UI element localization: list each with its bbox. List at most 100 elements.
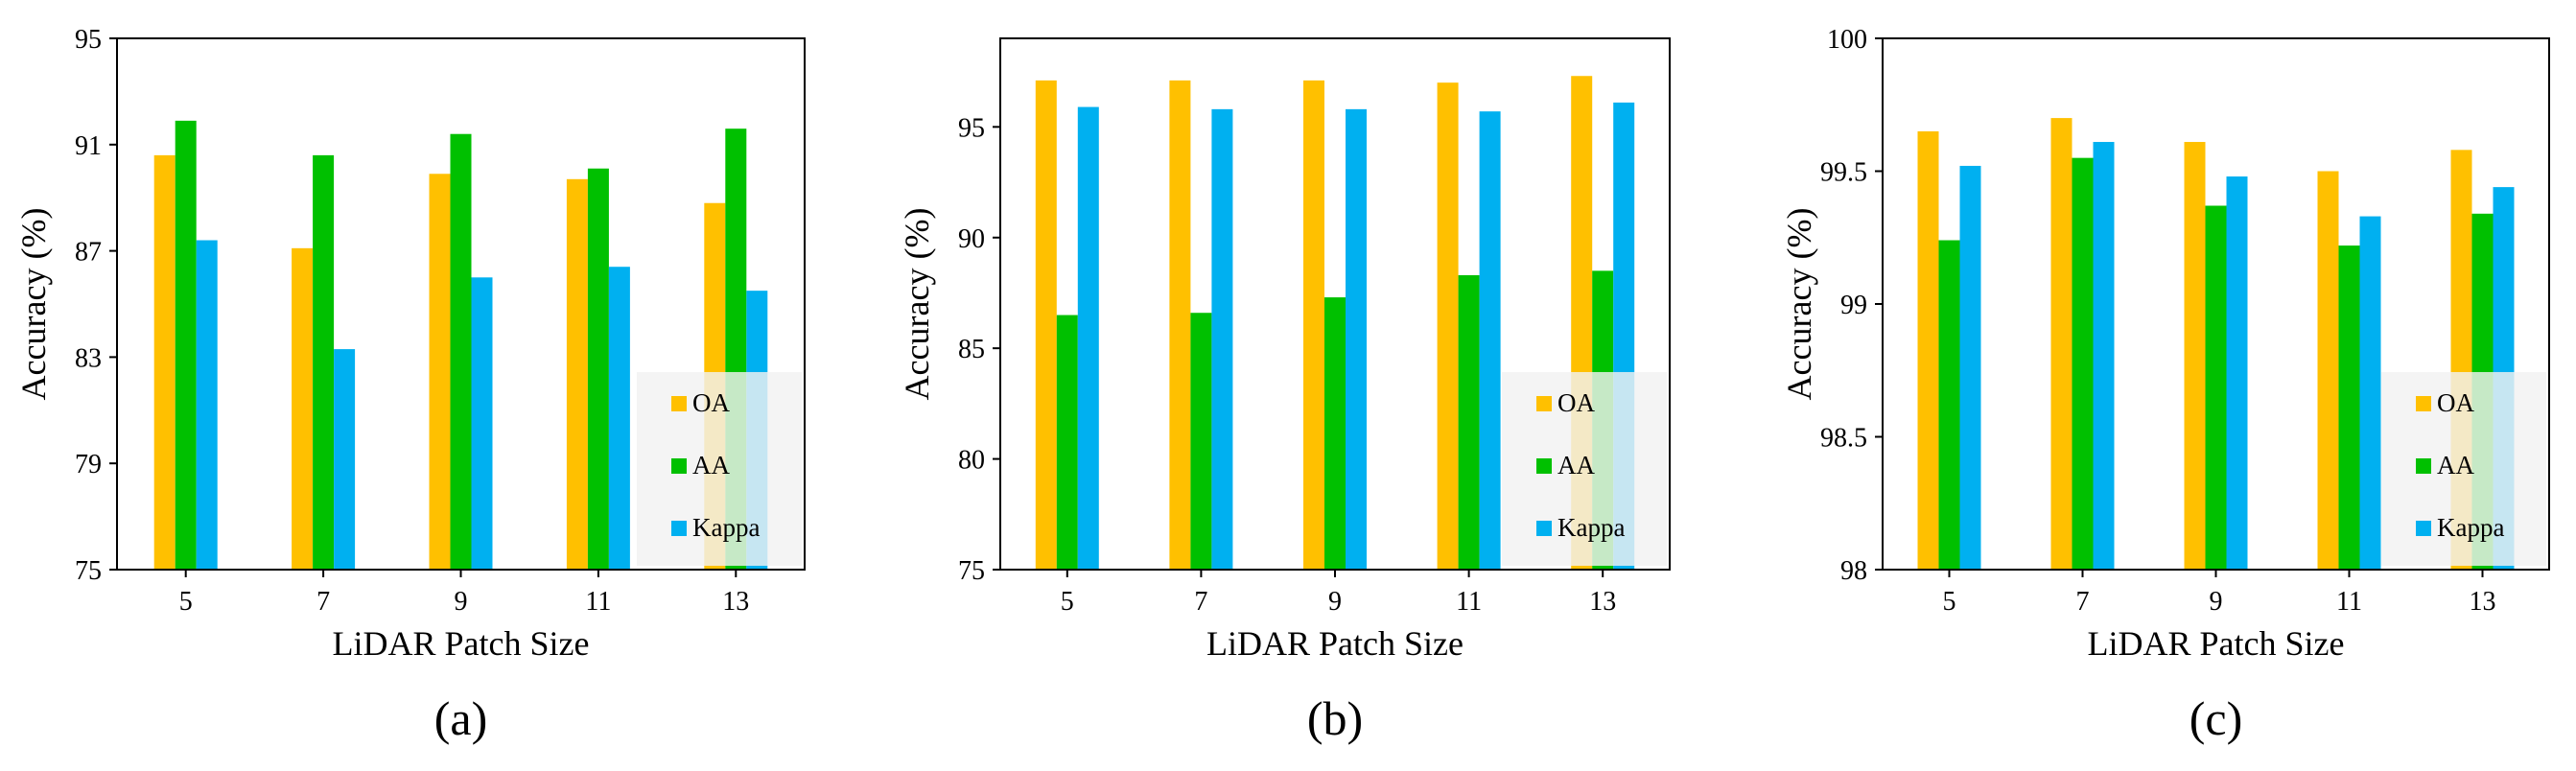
y-tick-label: 75 xyxy=(958,556,985,586)
bar-aa xyxy=(313,154,335,570)
legend-label-oa: OA xyxy=(2437,388,2474,417)
y-tick-label: 90 xyxy=(958,224,985,254)
y-tick-label: 85 xyxy=(958,335,985,364)
bar-oa xyxy=(1303,80,1324,570)
x-tick-label: 7 xyxy=(316,587,330,617)
bar-oa xyxy=(292,247,314,570)
legend-label-kappa: Kappa xyxy=(2437,513,2504,542)
x-tick-label: 11 xyxy=(1456,587,1482,617)
x-tick-label: 9 xyxy=(455,587,468,617)
chart-panel: OA AA Kappa 98 98.5 99 99.5 100 5 7 9 11 13 LiDAR Pat… xyxy=(1780,25,2550,745)
legend-label-aa: AA xyxy=(692,451,730,479)
y-tick-label: 100 xyxy=(1827,25,1867,55)
legend-label-aa: AA xyxy=(1557,451,1595,479)
bar-aa xyxy=(587,168,609,571)
legend-swatch-kappa xyxy=(2416,521,2431,536)
legend-swatch-oa xyxy=(2416,396,2431,411)
y-tick-label: 79 xyxy=(75,450,102,479)
y-tick-label: 91 xyxy=(75,131,102,161)
bar-oa xyxy=(2184,142,2206,570)
y-axis-label: Accuracy (%) xyxy=(14,208,53,401)
bar-oa xyxy=(1169,80,1191,570)
legend-box xyxy=(637,372,802,566)
y-tick-label: 95 xyxy=(958,113,985,143)
x-tick-label: 11 xyxy=(585,587,611,617)
legend-swatch-aa xyxy=(2416,458,2431,474)
x-tick-label: 13 xyxy=(2470,587,2496,617)
bar-kappa xyxy=(608,267,630,570)
bar-oa xyxy=(153,154,176,570)
bar-aa xyxy=(1938,240,1960,570)
bar-oa xyxy=(1917,130,1939,570)
legend-label-oa: OA xyxy=(1557,388,1595,417)
x-axis-label: LiDAR Patch Size xyxy=(1206,624,1464,663)
bar-aa xyxy=(2072,157,2094,570)
legend-swatch-kappa xyxy=(1536,521,1552,536)
bar-aa xyxy=(450,133,472,570)
x-tick-label: 5 xyxy=(1943,587,1956,617)
bar-oa xyxy=(2050,118,2073,570)
bar-oa xyxy=(429,174,451,570)
bar-kappa xyxy=(1479,111,1501,571)
x-tick-label: 7 xyxy=(2076,587,2090,617)
x-tick-label: 9 xyxy=(1328,587,1342,617)
x-axis-label: LiDAR Patch Size xyxy=(333,624,590,663)
bar-aa xyxy=(2338,245,2360,570)
y-tick-label: 98.5 xyxy=(1820,424,1867,454)
legend-box xyxy=(2381,372,2546,566)
y-tick-label: 95 xyxy=(75,25,102,55)
bar-kappa xyxy=(471,277,493,570)
legend-label-aa: AA xyxy=(2437,451,2474,479)
y-tick-label: 83 xyxy=(75,343,102,373)
bar-oa xyxy=(2317,171,2339,570)
bar-kappa xyxy=(334,349,356,570)
bar-aa xyxy=(1324,297,1346,570)
legend-swatch-oa xyxy=(671,396,687,411)
panel-caption: (b) xyxy=(1307,691,1363,745)
x-tick-label: 13 xyxy=(1589,587,1616,617)
bar-kappa xyxy=(2093,142,2115,570)
x-axis-label: LiDAR Patch Size xyxy=(2088,624,2345,663)
chart-panel: OA AA Kappa 75 80 85 90 95 5 7 9 11 13 LiDAR Patch Si… xyxy=(898,37,1671,745)
bar-aa xyxy=(1190,313,1212,570)
bar-aa xyxy=(175,120,197,571)
bar-kappa xyxy=(1959,165,1981,570)
bar-kappa xyxy=(1077,106,1099,570)
x-tick-label: 5 xyxy=(179,587,193,617)
legend-label-oa: OA xyxy=(692,388,730,417)
bar-kappa xyxy=(1346,108,1367,570)
legend-swatch-aa xyxy=(671,458,687,474)
x-tick-label: 9 xyxy=(2210,587,2223,617)
y-tick-label: 99 xyxy=(1840,291,1867,320)
bar-kappa xyxy=(2359,216,2381,570)
legend-label-kappa: Kappa xyxy=(1557,513,1625,542)
x-tick-label: 11 xyxy=(2336,587,2362,617)
bar-kappa xyxy=(2226,176,2248,571)
x-tick-label: 5 xyxy=(1061,587,1074,617)
bar-oa xyxy=(566,178,588,570)
y-tick-label: 98 xyxy=(1840,556,1867,586)
x-tick-label: 13 xyxy=(722,587,749,617)
y-tick-label: 75 xyxy=(75,556,102,586)
y-tick-label: 80 xyxy=(958,446,985,476)
legend-swatch-kappa xyxy=(671,521,687,536)
panel-caption: (c) xyxy=(2190,691,2243,745)
legend-box xyxy=(1502,372,1667,566)
y-axis-label: Accuracy (%) xyxy=(898,208,936,401)
bar-kappa xyxy=(1211,108,1233,570)
bar-oa xyxy=(1035,80,1057,570)
panel-caption: (a) xyxy=(434,691,488,745)
bar-aa xyxy=(2205,205,2227,570)
legend-swatch-oa xyxy=(1536,396,1552,411)
legend-label-kappa: Kappa xyxy=(692,513,760,542)
bar-kappa xyxy=(196,240,218,570)
legend-swatch-aa xyxy=(1536,458,1552,474)
x-tick-label: 7 xyxy=(1194,587,1207,617)
y-tick-label: 87 xyxy=(75,238,102,268)
bar-aa xyxy=(1056,315,1078,570)
y-axis-label: Accuracy (%) xyxy=(1780,208,1818,401)
bar-oa xyxy=(1437,82,1459,571)
bar-aa xyxy=(1458,274,1480,570)
